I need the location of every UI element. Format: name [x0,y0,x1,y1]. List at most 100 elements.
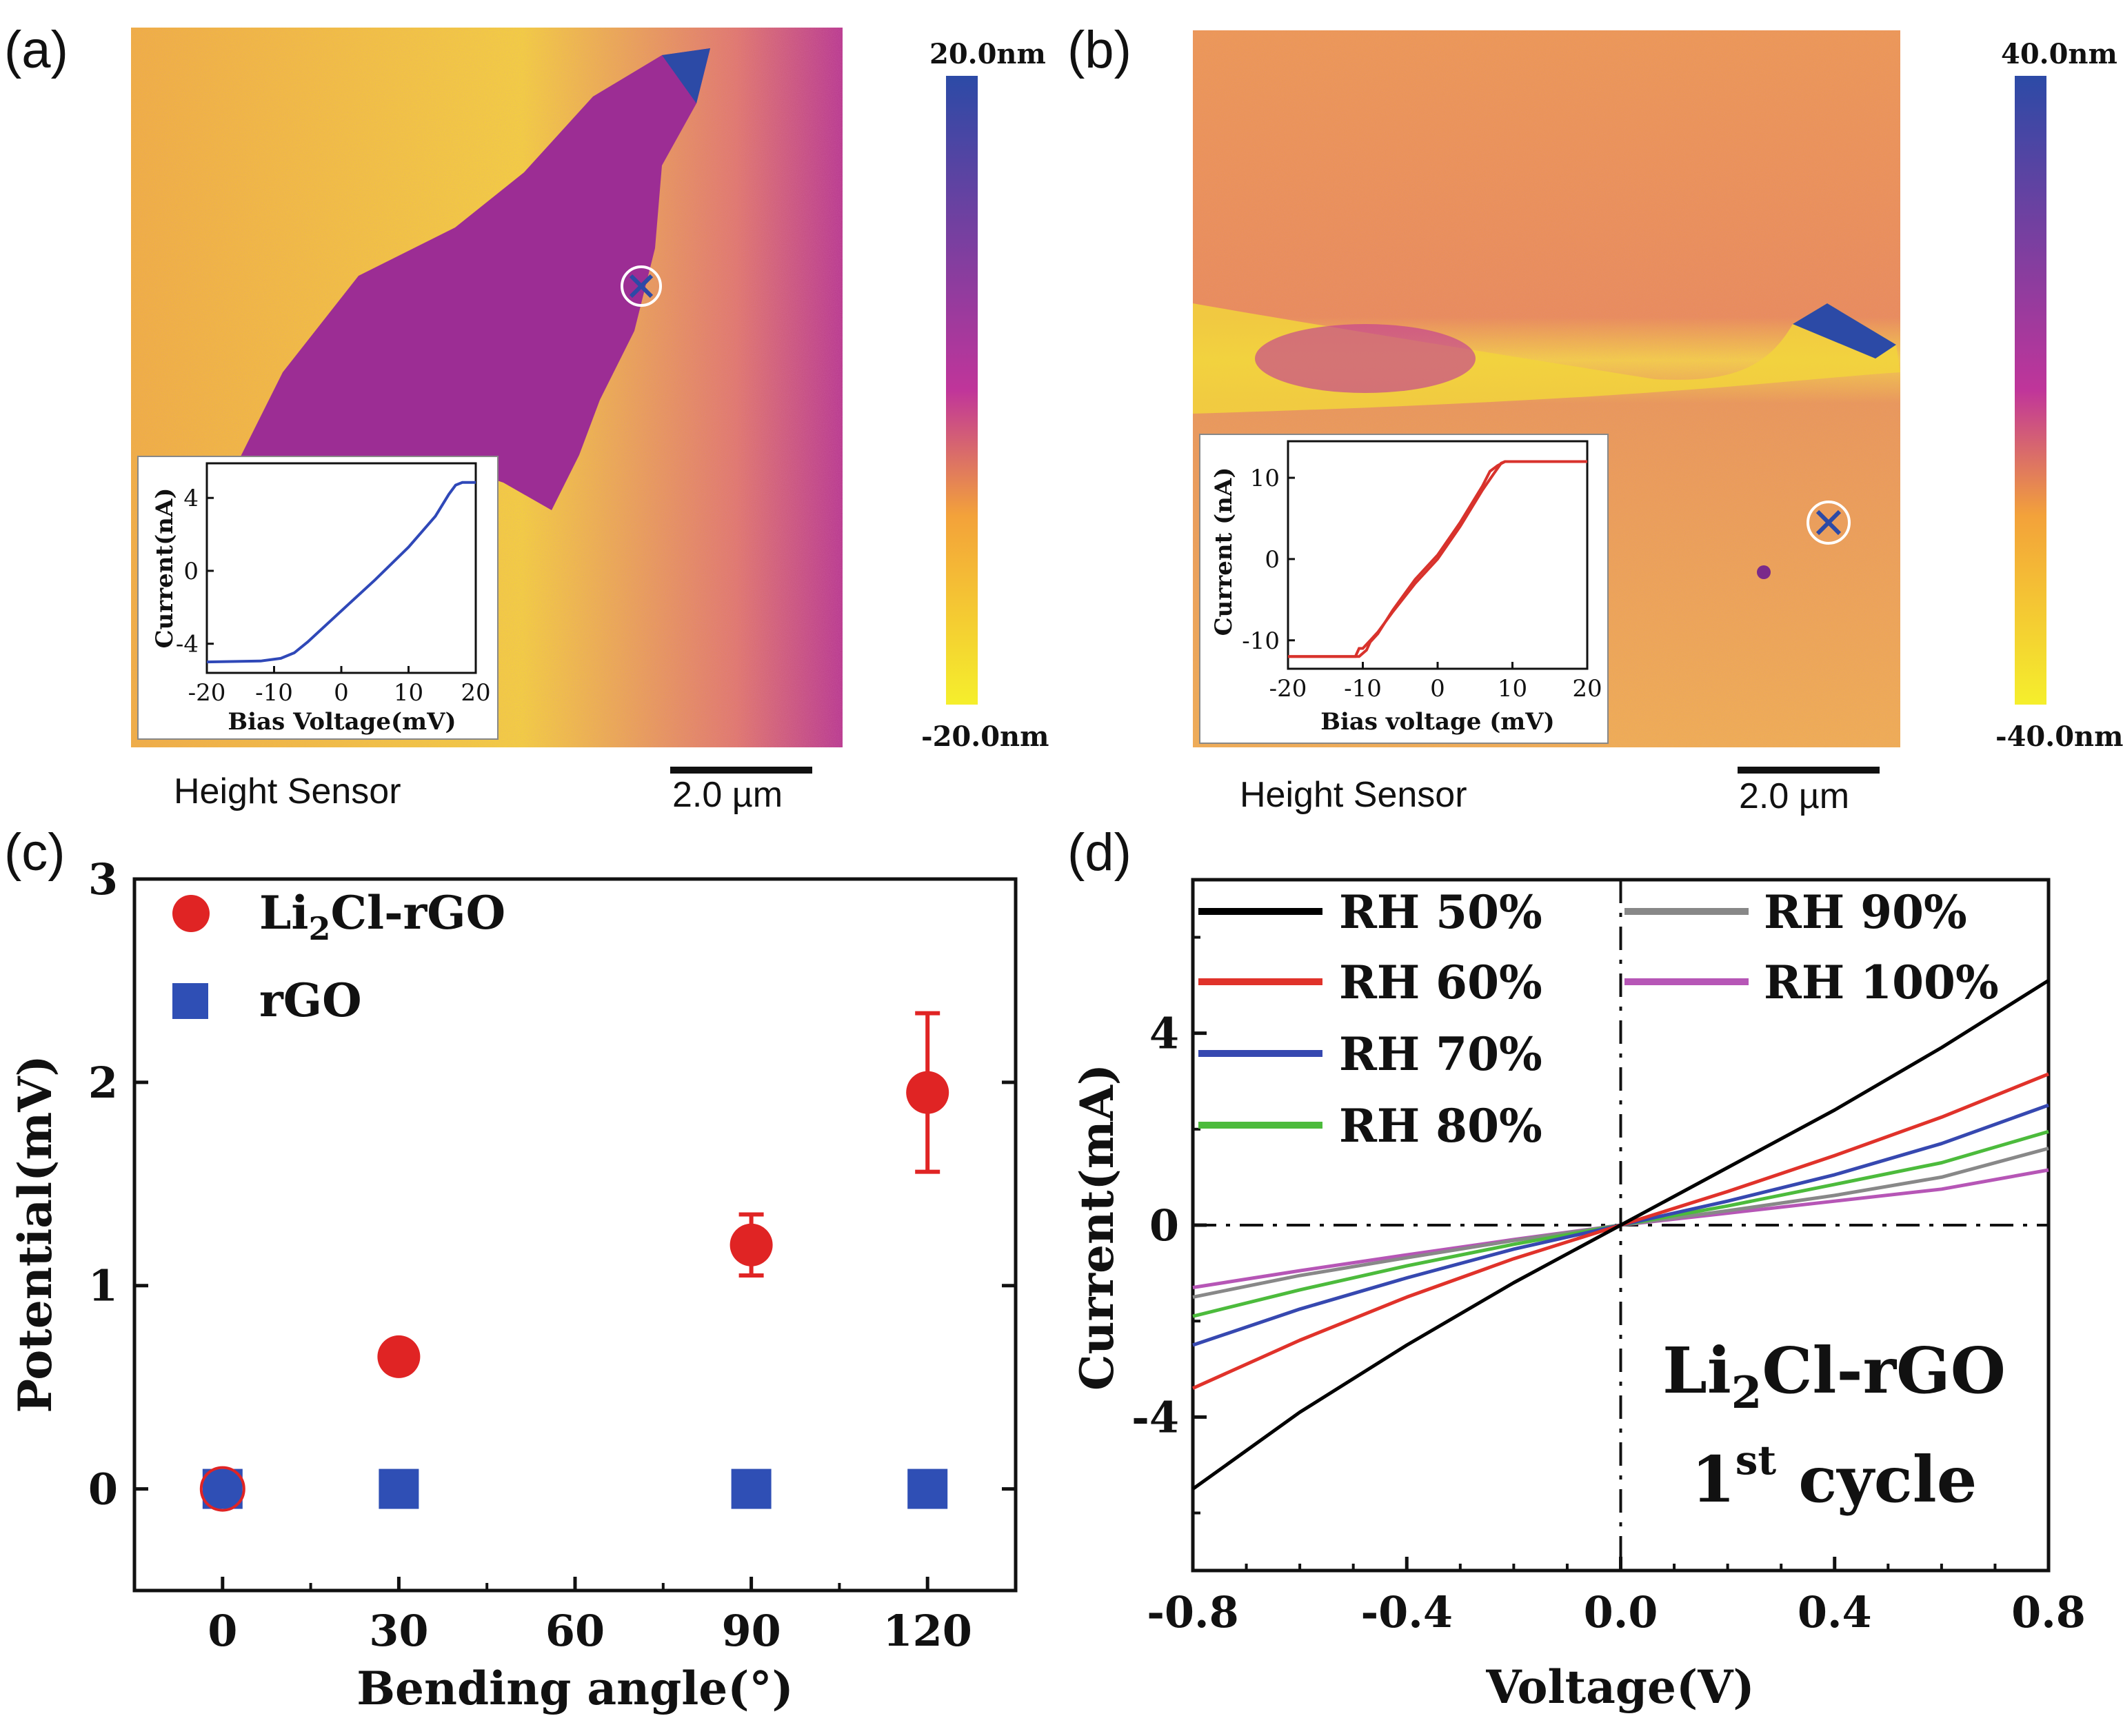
colorbar-b: 40.0nm -40.0nm [1995,38,2123,753]
inset-a-plot-frame [205,462,477,674]
chart-d-ytick-label-1: 0 [1149,1200,1179,1251]
inset-a-xtick-label-3: 10 [394,679,423,707]
inset-b-ytick-label-2: -10 [1242,627,1280,655]
panel-label-a: (a) [4,21,68,79]
legend-c-marker-1 [172,983,208,1019]
scale-bar-a: 2.0 µm [670,767,812,815]
ann-line1-sub: 2 [1731,1367,1762,1419]
ann-line1-pre: Li [1662,1333,1731,1408]
chart-c-xtick-label-4: 120 [883,1606,972,1656]
probe-marker-a [621,265,662,307]
inset-b-ytick-label-0: 10 [1250,465,1280,492]
legend-c-marker-0 [172,895,210,932]
chart-c-ytick-label-0: 0 [88,1464,118,1515]
chart-d-annotation-line1: Li2Cl-rGO [1662,1333,2006,1419]
chart-d-series-0 [1191,978,2050,1491]
chart-d-xtick-label-0: -0.8 [1147,1587,1239,1637]
inset-b-xtick-label-4: 20 [1572,675,1602,703]
chart-d-ylabel: Current(mA) [1070,1064,1124,1391]
caption-b: Height Sensor [1240,775,1467,815]
chart-d-annotation: Li2Cl-rGO 1st cycle [1662,1333,2006,1517]
inset-b-xtick-label-3: 10 [1498,675,1527,703]
ann-line1-post: Cl-rGO [1762,1333,2006,1408]
chart-d-xtick-label-3: 0.4 [1798,1587,1872,1637]
inset-a-ytick-label-0: 4 [183,485,199,512]
legend-c-label-0-suffix: Cl-rGO [331,886,506,940]
inset-b-ytick-label-1: 0 [1265,546,1280,574]
chart-d-legend-label-1: RH 60% [1339,956,1542,1009]
chart-d-legend-label-2: RH 70% [1339,1027,1542,1081]
chart-d-ytick-label-2: 4 [1149,1009,1179,1059]
colorbar-top-a: 20.0nm [929,38,1046,70]
ann-line2-post: cycle [1776,1442,1977,1517]
legend-c-label-0-main: Li [259,886,308,940]
inset-b-xtick-label-0: -20 [1269,675,1307,703]
inset-a-xtick-label-4: 20 [461,679,490,707]
inset-a-ytick-label-1: 0 [183,558,199,585]
chart-c-point-rgo-2 [731,1468,772,1509]
chart-d-legend: RH 50% RH 60% RH 70% RH 80% RH 90% RH 100% [1198,885,1999,1153]
chart-c-legend: Li2Cl-rGO rGO [172,886,505,1027]
colorbar-top-b: 40.0nm [2001,38,2117,70]
chart-c-xtick-label-3: 90 [721,1606,781,1656]
colorbar-gradient-b [2015,76,2046,705]
chart-d-xtick-label-2: 0.0 [1584,1587,1658,1637]
caption-a: Height Sensor [174,771,401,811]
inset-b-series-0 [1288,460,1587,658]
panel-label-b: (b) [1067,21,1131,79]
inset-a: -20 -10 0 10 20 4 0 -4 Bias Voltage(mV) Current… [137,456,499,740]
inset-a-xtick-label-2: 0 [334,679,349,707]
legend-c-label-0-sub: 2 [308,910,330,947]
chart-d-legend-label-0: RH 50% [1339,885,1542,939]
chart-c-point-rgo-3 [907,1468,948,1509]
chart-c-point-li-1 [377,1335,421,1378]
colorbar-a: 20.0nm -20.0nm [921,38,1049,753]
inset-a-xtick-label-0: -20 [188,679,226,707]
chart-d-xlabel: Voltage(V) [1485,1660,1754,1714]
colorbar-gradient-a [946,76,978,705]
inset-b-series-1 [1288,460,1587,658]
panel-d: (d) -0.8 -0.4 0.0 0.4 0.8-404 RH 50%RH 60%RH… [1067,823,2086,1714]
inset-b-xtick-label-2: 0 [1430,675,1445,703]
chart-c-ylabel: Potential(mV) [8,1055,62,1413]
probe-marker-b [1807,501,1851,545]
ann-line2-pre: 1 [1691,1442,1735,1517]
chart-c-point-li-2 [730,1223,773,1266]
afm-image-a [131,28,843,747]
chart-d-legend-label-4: RH 90% [1764,885,1967,939]
panel-b: (b) Height Sensor 2.0 µm 40.0nm -40.0nm … [1067,21,2123,816]
chart-c-point-rgo-0 [202,1468,243,1509]
chart-c-point-rgo-1 [379,1468,419,1509]
chart-d-legend-label-3: RH 80% [1339,1099,1542,1153]
colorbar-bottom-a: -20.0nm [921,720,1049,753]
colorbar-bottom-b: -40.0nm [1995,720,2123,753]
inset-a-series-0 [206,481,476,664]
scale-bar-b: 2.0 µm [1738,767,1880,816]
chart-d-ytick-label-0: -4 [1131,1392,1179,1442]
inset-a-xlabel: Bias Voltage(mV) [228,708,456,736]
scale-bar-label-a: 2.0 µm [672,775,783,815]
scale-bar-label-b: 2.0 µm [1739,776,1849,816]
chart-d-xtick-label-1: -0.4 [1360,1587,1453,1637]
inset-b-xlabel: Bias voltage (mV) [1320,708,1555,736]
chart-d-xtick-label-4: 0.8 [2011,1587,2086,1637]
chart-c-ytick-label-2: 2 [88,1058,118,1108]
chart-c-ytick-label-3: 3 [88,854,118,905]
inset-b: -20 -10 0 10 20 10 0 -10 Bias voltage (mV) Curr… [1199,434,1609,744]
chart-c-ytick-label-1: 1 [88,1261,118,1311]
inset-b-ylabel: Current (nA) [1210,467,1238,636]
chart-c-xlabel: Bending angle(°) [356,1662,794,1715]
chart-c-point-li-3 [906,1071,949,1114]
ann-line2-sup: st [1735,1437,1777,1484]
flake-a [228,48,710,510]
inset-a-ylabel: Current(nA) [151,488,179,649]
chart-c-xtick-label-2: 60 [545,1606,605,1656]
inset-a-xtick-label-1: -10 [255,679,293,707]
legend-c-label-0: Li2Cl-rGO [259,886,505,947]
inset-a-ytick-label-2: -4 [176,631,199,658]
chart-c-point-li-0 [199,1466,245,1512]
chart-d-legend-label-5: RH 100% [1764,956,1999,1009]
panel-label-c: (c) [4,823,66,882]
